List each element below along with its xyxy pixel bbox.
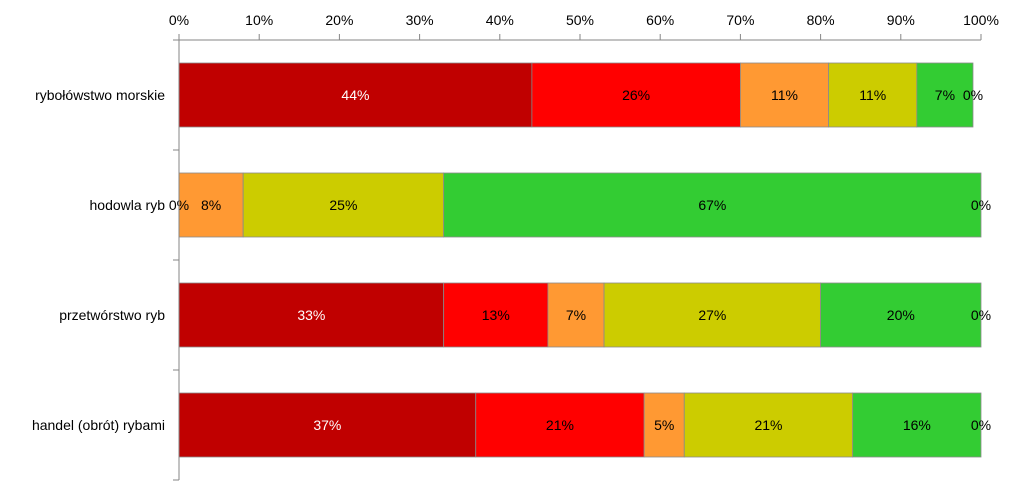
data-label: 27% [698, 307, 726, 323]
x-tick-label: 20% [325, 12, 353, 28]
bar-segment [828, 62, 918, 128]
bar-segment [475, 392, 645, 458]
data-label: 0% [971, 197, 991, 213]
bar-segment [820, 282, 982, 348]
x-tick-label: 40% [486, 12, 514, 28]
category-label: przetwórstwo ryb [59, 307, 165, 323]
data-label: 11% [859, 87, 886, 103]
category-label: rybołówstwo morskie [35, 87, 165, 103]
data-label: 8% [201, 197, 221, 213]
data-label: 16% [903, 417, 931, 433]
bar-segment [242, 172, 445, 238]
data-label: 33% [297, 307, 325, 323]
data-label: 25% [329, 197, 357, 213]
x-tick-label: 90% [887, 12, 915, 28]
data-label: 5% [654, 417, 674, 433]
bar-segment [178, 282, 445, 348]
data-label: 26% [622, 87, 650, 103]
x-tick-label: 80% [807, 12, 835, 28]
data-label: 67% [698, 197, 726, 213]
category-label: handel (obrót) rybami [32, 417, 165, 433]
x-tick-label: 60% [646, 12, 674, 28]
x-axis-ticks: 0% 10% 20% 30% 40% 50% 60% 70% 80% 90% 100% [169, 12, 999, 40]
bar-segment [443, 282, 549, 348]
bar-segment [443, 172, 982, 238]
x-tick-label: 10% [245, 12, 273, 28]
x-tick-label: 70% [726, 12, 754, 28]
bar-segment [547, 282, 605, 348]
x-tick-label: 30% [406, 12, 434, 28]
category-label: hodowla ryb [90, 197, 166, 213]
data-label: 7% [566, 307, 586, 323]
data-label: 0% [971, 417, 991, 433]
bar-segment [178, 392, 477, 458]
x-tick-label: 100% [963, 12, 999, 28]
data-label: 11% [771, 87, 798, 103]
data-label: 44% [341, 87, 369, 103]
data-label: 0% [963, 87, 983, 103]
data-labels: 44% 26% 11% 11% 7% 0% 0% 8% 25% 67% 0% 33% 13% 7% 27% 2… [169, 87, 991, 433]
data-label: 7% [935, 87, 955, 103]
category-labels: rybołówstwo morskie hodowla ryb przetwórst… [32, 87, 165, 433]
data-label: 20% [887, 307, 915, 323]
bars [178, 62, 982, 458]
data-label: 21% [754, 417, 782, 433]
bar-segment [178, 172, 244, 238]
bar-segment [531, 62, 741, 128]
axes [173, 39, 981, 481]
data-label: 37% [313, 417, 341, 433]
bar-segment [852, 392, 982, 458]
data-label: 21% [546, 417, 574, 433]
bar-segment [643, 392, 685, 458]
data-label: 13% [482, 307, 510, 323]
bar-segment [740, 62, 830, 128]
bar-segment [603, 282, 821, 348]
x-tick-label: 0% [169, 12, 189, 28]
bar-segment [178, 62, 533, 128]
bar-segment [683, 392, 854, 458]
data-label: 0% [971, 307, 991, 323]
bar-segment [916, 62, 974, 128]
x-tick-label: 50% [566, 12, 594, 28]
